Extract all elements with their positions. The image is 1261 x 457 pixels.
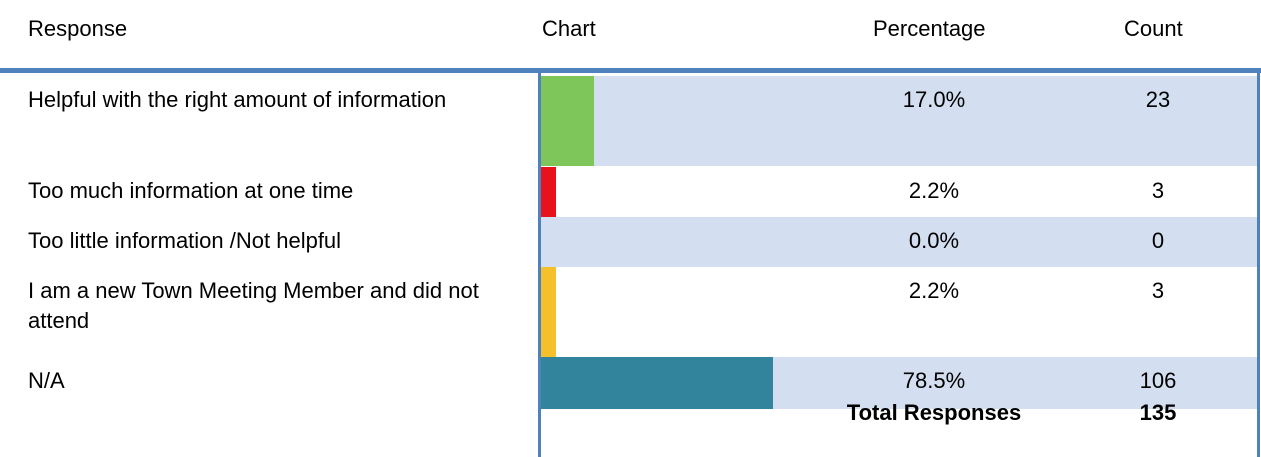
header-rule	[0, 68, 1261, 73]
response-label: Helpful with the right amount of informa…	[28, 87, 447, 112]
response-label: N/A	[28, 368, 65, 393]
count-value: 0	[1151, 228, 1165, 253]
table-row: Too much information at one time 2.2% 3	[0, 167, 1261, 217]
header-response: Response	[28, 16, 128, 41]
percentage-value: 17.0%	[902, 87, 966, 112]
header-chart: Chart	[542, 16, 596, 41]
response-label: I am a new Town Meeting Member and did n…	[28, 278, 479, 333]
table-row: Too little information /Not helpful 0.0% 0	[0, 217, 1261, 267]
table-row: Helpful with the right amount of informa…	[0, 76, 1261, 166]
table-right-border	[1257, 73, 1260, 457]
bar-4	[541, 267, 556, 357]
row-shade	[541, 76, 1257, 166]
bar-5	[541, 357, 773, 409]
table-row: I am a new Town Meeting Member and did n…	[0, 267, 1261, 357]
chart-left-border	[538, 73, 541, 457]
bar-2	[541, 167, 556, 217]
count-value: 23	[1145, 87, 1171, 112]
bar-1	[541, 76, 594, 166]
header-percentage: Percentage	[873, 16, 986, 41]
response-label: Too little information /Not helpful	[28, 228, 342, 253]
total-responses-label: Total Responses	[846, 400, 1022, 425]
response-label: Too much information at one time	[28, 178, 354, 203]
percentage-value: 2.2%	[908, 278, 960, 303]
percentage-value: 2.2%	[908, 178, 960, 203]
header-count: Count	[1124, 16, 1183, 41]
percentage-value: 0.0%	[908, 228, 960, 253]
count-value: 3	[1151, 278, 1165, 303]
count-value: 106	[1139, 368, 1177, 393]
total-responses-value: 135	[1139, 400, 1177, 425]
count-value: 3	[1151, 178, 1165, 203]
percentage-value: 78.5%	[902, 368, 966, 393]
row-shade	[541, 217, 1257, 267]
table-row: N/A 78.5% 106	[0, 357, 1261, 409]
